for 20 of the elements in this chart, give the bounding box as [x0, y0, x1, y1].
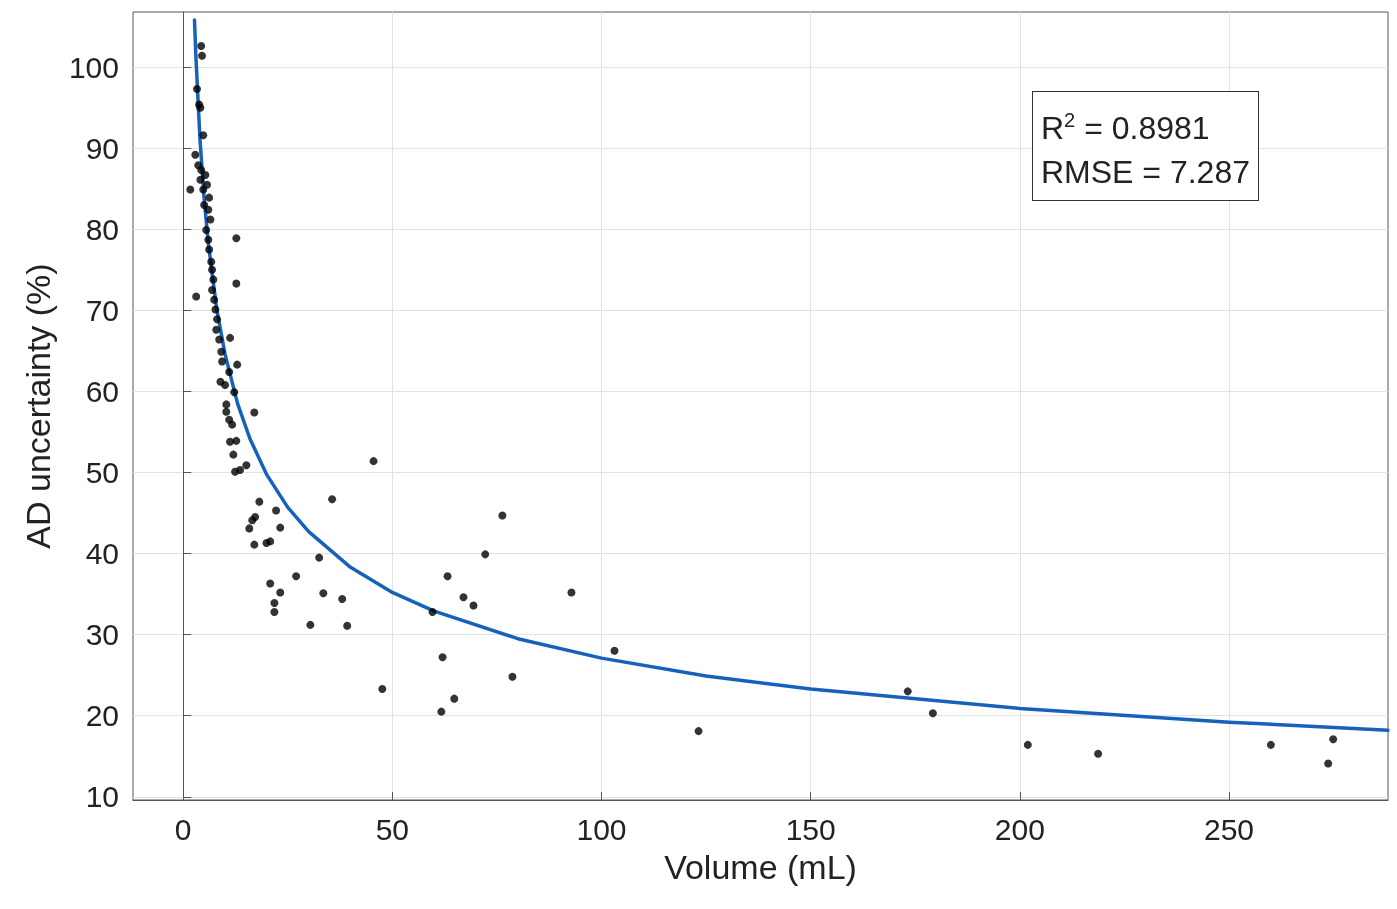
x-tick-label: 0: [174, 812, 192, 846]
annotation: RMSE = 7.287: [1041, 153, 1250, 190]
annotation: R$^{2}$ = 0.8981: [1041, 109, 1210, 146]
y-tick-label: 10: [85, 780, 119, 814]
x-tick-label: 100: [576, 812, 627, 846]
y-tick-label: 60: [85, 374, 119, 408]
x-axis-title: Volume (mL): [664, 848, 857, 886]
y-tick-label: 70: [85, 293, 119, 327]
x-tick-label: 50: [375, 812, 410, 846]
y-tick-label: 50: [85, 455, 119, 489]
y-tick-label: 80: [85, 212, 119, 246]
y-tick-label: 30: [85, 618, 119, 652]
x-tick-label: 150: [785, 812, 836, 846]
y-axis-title: AD uncertainty (%): [19, 263, 57, 549]
y-tick-label: 100: [68, 50, 119, 84]
x-tick-label: 200: [994, 812, 1045, 846]
y-tick-label: 40: [85, 537, 119, 571]
y-tick-label: 90: [85, 131, 119, 165]
y-tick-label: 20: [85, 699, 119, 733]
x-tick-label: 250: [1204, 812, 1255, 846]
